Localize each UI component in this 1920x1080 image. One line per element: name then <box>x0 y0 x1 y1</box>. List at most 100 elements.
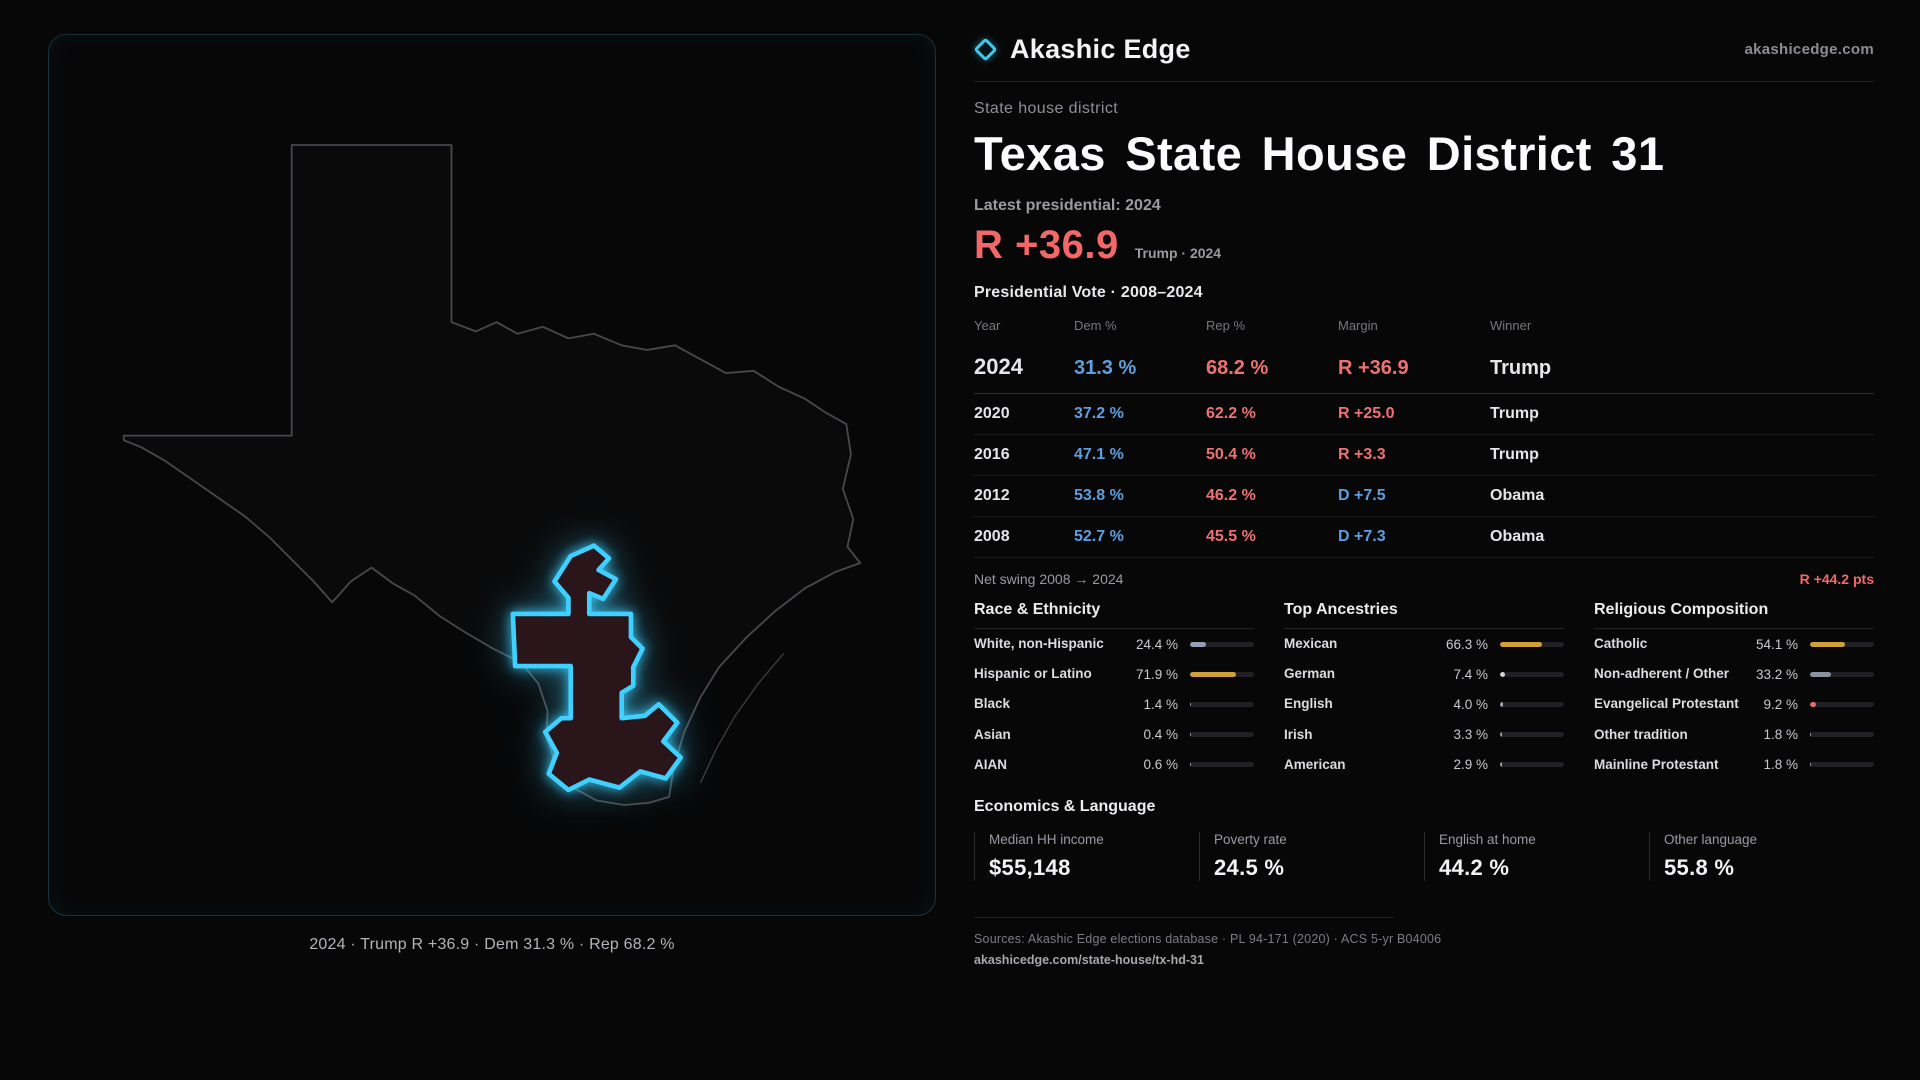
vote-table-title: Presidential Vote · 2008–2024 <box>974 284 1203 301</box>
demo-item-label: Non-adherent / Other <box>1594 666 1730 682</box>
demo-item: Evangelical Protestant 9.2 % <box>1594 689 1874 719</box>
demo-column-0: Race & Ethnicity White, non-Hispanic 24.4 … <box>974 601 1254 780</box>
mini-bar <box>1810 671 1874 677</box>
vote-rep: 62.2 % <box>1206 405 1256 422</box>
econ-stat-1: Poverty rate 24.5 % <box>1199 831 1424 881</box>
footer-sources: Sources: Akashic Edge elections database… <box>974 931 1442 946</box>
vote-year: 2024 <box>974 354 1023 379</box>
texas-map <box>122 144 862 806</box>
demo-item-value: 9.2 % <box>1763 696 1798 712</box>
demo-item-label: AIAN <box>974 756 1007 772</box>
mini-bar-fill <box>1810 641 1845 647</box>
demo-item: Black 1.4 % <box>974 689 1254 719</box>
mini-bar <box>1500 762 1564 768</box>
vote-row-2008: 2008 52.7 % 45.5 % D +7.3 Obama <box>974 517 1874 558</box>
map-column: 2024 · Trump R +36.9 · Dem 31.3 % · Rep … <box>48 34 936 1080</box>
mini-bar <box>1810 762 1874 768</box>
column-header-2: Rep % <box>1206 318 1246 333</box>
mini-bar-fill <box>1810 701 1816 707</box>
vote-row-2016: 2016 47.1 % 50.4 % R +3.3 Trump <box>974 435 1874 476</box>
demo-item: Irish 3.3 % <box>1284 720 1564 750</box>
content-panel: Akashic Edge akashicedge.com State house… <box>973 34 1874 1080</box>
vote-row-2012: 2012 53.8 % 46.2 % D +7.5 Obama <box>974 476 1874 517</box>
brand-domain-link[interactable]: akashicedge.com <box>1744 41 1874 58</box>
net-swing-label: Net swing 2008 → 2024 <box>974 571 1124 587</box>
vote-rep: 46.2 % <box>1206 487 1256 504</box>
mini-bar-fill <box>1500 671 1505 677</box>
mini-bar-fill <box>1500 762 1502 768</box>
kicker: State house district <box>974 100 1119 117</box>
mini-bar-fill <box>1500 641 1543 647</box>
column-header-0: Year <box>974 318 1001 333</box>
demo-item-label: White, non-Hispanic <box>974 636 1104 651</box>
demo-item-value: 1.8 % <box>1763 727 1798 743</box>
mini-bar-fill <box>1810 732 1812 738</box>
vote-margin: R +25.0 <box>1338 405 1395 422</box>
demo-item-value: 1.4 % <box>1143 696 1178 712</box>
demo-item: German 7.4 % <box>1284 659 1564 689</box>
mini-bar-fill <box>1500 732 1503 738</box>
vote-winner: Trump <box>1490 405 1539 422</box>
econ-stat-value: 24.5 % <box>1214 854 1285 880</box>
economics-title: Economics & Language <box>974 797 1156 815</box>
column-header-3: Margin <box>1338 318 1378 333</box>
mini-bar-fill <box>1190 732 1192 738</box>
demo-item: Mexican 66.3 % <box>1284 629 1564 659</box>
demo-item-value: 1.8 % <box>1763 757 1798 773</box>
footer-divider <box>974 916 1394 918</box>
econ-stat-value: 55.8 % <box>1664 854 1735 880</box>
vote-year: 2016 <box>974 446 1010 463</box>
demo-item-value: 4.0 % <box>1453 696 1488 712</box>
headline-margin-value: R +36.9 <box>974 223 1119 267</box>
mini-bar <box>1190 732 1254 738</box>
demo-item: Non-adherent / Other 33.2 % <box>1594 659 1874 689</box>
demo-item-value: 3.3 % <box>1453 727 1488 743</box>
map-caption: 2024 · Trump R +36.9 · Dem 31.3 % · Rep … <box>309 936 675 953</box>
demo-column-1: Top Ancestries Mexican 66.3 % German 7.4 % En… <box>1284 601 1564 780</box>
mini-bar <box>1500 701 1564 707</box>
mini-bar-fill <box>1810 671 1832 677</box>
econ-stat-0: Median HH income $55,148 <box>974 831 1199 881</box>
net-swing-row: Net swing 2008 → 2024 R +44.2 pts <box>974 558 1874 587</box>
econ-stat-2: English at home 44.2 % <box>1424 831 1649 881</box>
vote-table: Year Dem % Rep % Margin Winner 2024 31.3 % 68.… <box>974 312 1874 558</box>
latest-presidential-label: Latest presidential: 2024 <box>974 197 1161 214</box>
mini-bar-fill <box>1810 762 1812 768</box>
mini-bar <box>1500 732 1564 738</box>
demo-item-value: 66.3 % <box>1445 636 1488 652</box>
mini-bar-fill <box>1190 701 1192 707</box>
demo-item-label: Evangelical Protestant <box>1594 696 1739 712</box>
vote-winner: Trump <box>1490 446 1539 463</box>
vote-dem: 53.8 % <box>1074 487 1124 504</box>
demo-item-value: 0.4 % <box>1143 727 1178 743</box>
vote-year: 2020 <box>974 405 1010 422</box>
demo-column-2: Religious Composition Catholic 54.1 % Non-a… <box>1594 601 1874 780</box>
demo-item: Catholic 54.1 % <box>1594 629 1874 659</box>
mini-bar <box>1500 641 1564 647</box>
demo-item-label: Black <box>974 696 1011 712</box>
brand-name[interactable]: Akashic Edge <box>1010 34 1191 64</box>
district-shape <box>510 543 684 793</box>
demo-item-label: German <box>1284 666 1336 682</box>
demo-item-value: 2.9 % <box>1453 757 1488 773</box>
demo-item-label: Mexican <box>1284 636 1338 651</box>
net-swing-value: R +44.2 pts <box>1799 571 1874 587</box>
vote-table-body: 2024 31.3 % 68.2 % R +36.9 Trump 2020 37.2 % 62… <box>974 341 1874 558</box>
mini-bar <box>1810 641 1874 647</box>
vote-dem: 52.7 % <box>1074 528 1124 545</box>
econ-stats: Median HH income $55,148 Poverty rate 24.5 … <box>974 831 1874 881</box>
mini-bar-fill <box>1190 762 1192 768</box>
vote-winner: Obama <box>1490 528 1545 545</box>
demographics: Race & Ethnicity White, non-Hispanic 24.4 … <box>974 601 1874 780</box>
footer-permalink[interactable]: akashicedge.com/state-house/tx-hd-31 <box>974 952 1204 967</box>
demo-item-label: Catholic <box>1594 636 1648 651</box>
vote-year: 2012 <box>974 487 1010 504</box>
mini-bar <box>1500 671 1564 677</box>
econ-stat-3: Other language 55.8 % <box>1649 831 1874 881</box>
vote-dem: 37.2 % <box>1074 405 1124 422</box>
headline-margin-context: Trump · 2024 <box>1134 245 1222 261</box>
demo-item: White, non-Hispanic 24.4 % <box>974 629 1254 659</box>
econ-stat-label: Other language <box>1664 831 1758 847</box>
vote-dem: 47.1 % <box>1074 446 1124 463</box>
demo-item-label: Other tradition <box>1594 726 1688 742</box>
